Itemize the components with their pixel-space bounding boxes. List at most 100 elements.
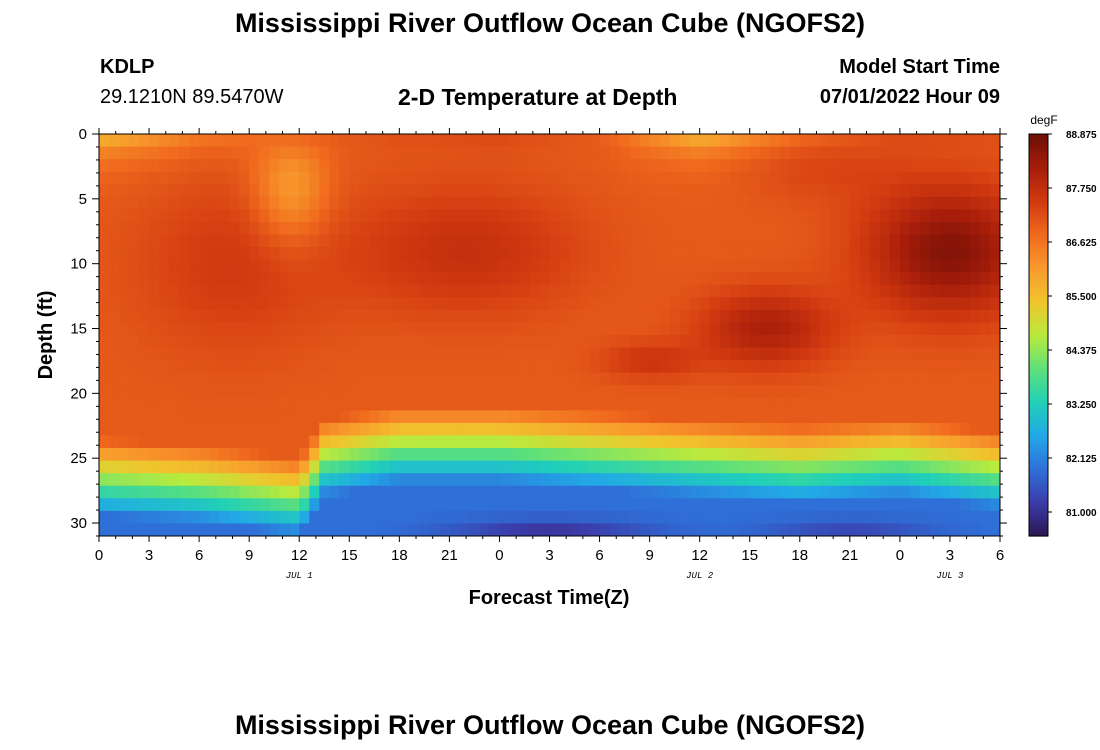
heatmap-cell (279, 171, 290, 185)
heatmap-cell (419, 360, 430, 374)
heatmap-cell (879, 146, 891, 160)
heatmap-cell (99, 234, 110, 248)
heatmap-cell (989, 523, 1000, 536)
heatmap-cell (569, 171, 581, 185)
heatmap-cell (279, 184, 290, 198)
heatmap-cell (679, 247, 691, 261)
heatmap-cell (109, 171, 120, 185)
heatmap-cell (519, 498, 531, 512)
heatmap-cell (489, 284, 501, 298)
heatmap-cell (949, 247, 961, 261)
heatmap-cell (659, 335, 671, 349)
heatmap-cell (839, 335, 851, 349)
heatmap-cell (269, 385, 280, 399)
heatmap-cell (829, 435, 841, 449)
y-tick-label: 15 (70, 321, 87, 338)
heatmap-cell (749, 171, 761, 185)
heatmap-cell (119, 171, 130, 185)
heatmap-cell (759, 284, 771, 298)
heatmap-cell (769, 473, 781, 487)
heatmap-cell (919, 259, 931, 273)
heatmap-cell (249, 473, 260, 487)
model-start-label: Model Start Time (839, 56, 1000, 78)
heatmap-cell (669, 435, 681, 449)
heatmap-cell (169, 221, 180, 236)
heatmap-cell (579, 184, 591, 198)
heatmap-cell (689, 297, 701, 311)
heatmap-cell (99, 397, 110, 411)
colorbar-segment (1029, 201, 1048, 205)
heatmap-cell (969, 209, 981, 223)
heatmap-cell (869, 523, 881, 536)
heatmap-cell (99, 372, 110, 386)
heatmap-cell (899, 360, 911, 374)
heatmap-cell (619, 309, 631, 324)
heatmap-cell (939, 460, 951, 474)
heatmap-cell (479, 473, 491, 487)
heatmap-cell (439, 184, 450, 198)
heatmap-cell (429, 372, 440, 386)
heatmap-cell (159, 209, 170, 223)
heatmap-cell (609, 422, 621, 437)
heatmap-cell (959, 498, 971, 512)
heatmap-cell (179, 498, 190, 512)
heatmap-cell (479, 247, 491, 261)
colorbar-segment (1029, 244, 1048, 249)
heatmap-cell (909, 335, 921, 349)
heatmap-cell (329, 146, 340, 160)
heatmap-cell (399, 134, 410, 148)
heatmap-cell (659, 272, 671, 286)
heatmap-cell (159, 435, 170, 449)
heatmap-cell (899, 184, 911, 198)
heatmap-cell (439, 510, 450, 525)
heatmap-cell (189, 448, 200, 462)
heatmap-cell (489, 134, 501, 148)
heatmap-cell (169, 196, 180, 210)
colorbar-segment (1029, 452, 1048, 457)
heatmap-cell (459, 221, 471, 236)
heatmap-cell (689, 460, 701, 474)
heatmap-cell (109, 347, 120, 361)
heatmap-cell (179, 184, 190, 198)
heatmap-cell (129, 360, 140, 374)
heatmap-cell (269, 247, 280, 261)
heatmap-cell (329, 385, 340, 399)
heatmap-cell (689, 498, 701, 512)
heatmap-cell (669, 460, 681, 474)
heatmap-cell (919, 410, 931, 424)
heatmap-cell (519, 473, 531, 487)
heatmap-cell (979, 159, 991, 173)
heatmap-cell (119, 410, 130, 424)
heatmap-cell (659, 297, 671, 311)
heatmap-cell (149, 159, 160, 173)
heatmap-cell (449, 360, 460, 374)
heatmap-cell (739, 448, 751, 462)
heatmap-cell (779, 234, 791, 248)
heatmap-cell (399, 335, 410, 349)
heatmap-cell (639, 448, 651, 462)
heatmap-cell (729, 196, 741, 210)
heatmap-cell (699, 234, 711, 248)
heatmap-cell (259, 221, 270, 236)
heatmap-cell (959, 159, 971, 173)
heatmap-cell (139, 498, 150, 512)
colorbar-segment (1029, 375, 1048, 380)
heatmap-cell (299, 385, 310, 399)
heatmap-cell (829, 460, 841, 474)
heatmap-cell (229, 234, 240, 248)
heatmap-cell (549, 335, 561, 349)
heatmap-cell (399, 435, 410, 449)
heatmap-cell (259, 272, 270, 286)
heatmap-cell (669, 422, 681, 437)
heatmap-cell (489, 209, 501, 223)
heatmap-cell (329, 272, 340, 286)
heatmap-cell (949, 397, 961, 411)
heatmap-cell (259, 360, 270, 374)
heatmap-cell (649, 460, 661, 474)
heatmap-cell (809, 360, 821, 374)
heatmap-cell (479, 397, 491, 411)
heatmap-cell (579, 159, 591, 173)
colorbar-segment (1029, 475, 1048, 480)
heatmap-cell (819, 184, 831, 198)
heatmap-cell (659, 221, 671, 236)
